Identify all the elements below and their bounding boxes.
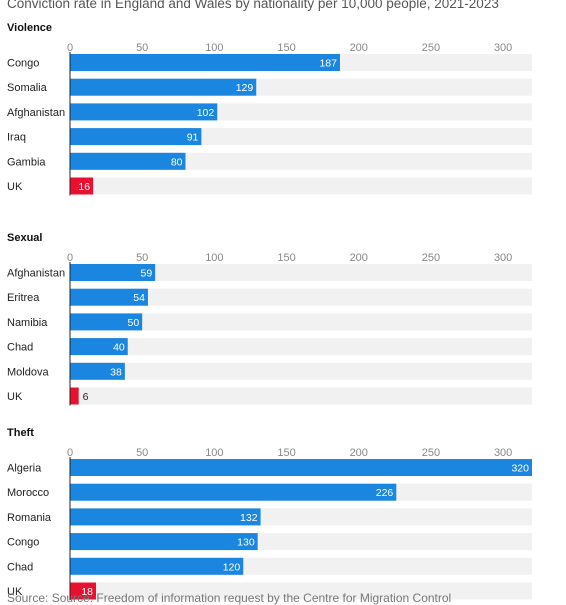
category-label: Somalia: [7, 82, 48, 94]
x-tick-label: 100: [205, 42, 223, 54]
x-tick-label: 250: [422, 42, 440, 54]
category-label: Gambia: [7, 156, 46, 168]
category-label: Chad: [7, 342, 33, 354]
x-tick-label: 150: [277, 252, 295, 264]
x-tick-label: 0: [67, 42, 73, 54]
category-label: Congo: [7, 537, 39, 549]
bar: [70, 54, 340, 71]
category-label: Eritrea: [7, 292, 40, 304]
data-label: 129: [236, 82, 254, 94]
bar-track: [70, 362, 532, 380]
panel-title-0: Violence: [7, 22, 52, 34]
category-label: Morocco: [7, 487, 49, 499]
x-tick-label: 150: [277, 42, 295, 54]
category-label: UK: [7, 586, 23, 598]
bar-track: [70, 582, 532, 600]
bar: [70, 459, 532, 476]
category-label: Afghanistan: [7, 107, 65, 119]
bar-track: [70, 264, 532, 281]
data-label: 91: [187, 132, 199, 144]
category-label: Romania: [7, 512, 52, 524]
data-label: 80: [171, 156, 183, 168]
x-tick-label: 0: [67, 447, 73, 459]
data-label: 226: [376, 487, 394, 499]
x-tick-label: 50: [136, 42, 148, 54]
bar: [70, 264, 156, 281]
data-label: 38: [110, 366, 122, 378]
category-label: Afghanistan: [7, 268, 65, 280]
category-label: UK: [7, 391, 23, 403]
data-label: 40: [113, 342, 125, 354]
bar: [70, 508, 261, 526]
data-label: 16: [78, 181, 90, 193]
x-tick-label: 150: [277, 447, 295, 459]
x-tick-label: 0: [67, 252, 73, 264]
bar-track: [70, 313, 532, 331]
bar: [70, 103, 218, 121]
category-label: Chad: [7, 561, 33, 573]
bar: [70, 78, 257, 96]
x-tick-label: 300: [494, 42, 512, 54]
bar-track: [70, 387, 532, 405]
x-tick-label: 250: [422, 252, 440, 264]
source-note: Source: Source: Freedom of information r…: [7, 591, 452, 605]
data-label: 59: [140, 268, 152, 280]
category-label: Moldova: [7, 366, 49, 378]
data-label: 6: [83, 391, 89, 403]
data-label: 320: [511, 463, 529, 475]
bar: [70, 288, 148, 306]
bar: [70, 483, 397, 501]
chart-subtitle: Conviction rate in England and Wales by …: [7, 0, 499, 11]
x-tick-label: 300: [494, 447, 512, 459]
bar: [70, 152, 186, 170]
x-tick-label: 50: [136, 252, 148, 264]
bar-track: [70, 177, 532, 195]
data-label: 132: [240, 512, 258, 524]
category-label: UK: [7, 181, 23, 193]
x-tick-label: 250: [422, 447, 440, 459]
panel-title-1: Sexual: [7, 232, 42, 244]
bar: [70, 557, 244, 575]
panel-title-2: Theft: [7, 427, 34, 439]
bar: [70, 533, 258, 551]
category-label: Algeria: [7, 463, 42, 475]
highlight-bar: [70, 582, 96, 600]
data-label: 102: [197, 107, 215, 119]
x-tick-label: 200: [350, 447, 368, 459]
x-tick-label: 100: [205, 447, 223, 459]
data-label: 130: [237, 537, 255, 549]
x-tick-label: 100: [205, 252, 223, 264]
data-label: 18: [81, 586, 93, 598]
bar: [70, 338, 128, 356]
bar-track: [70, 288, 532, 306]
category-label: Congo: [7, 58, 39, 70]
bar: [70, 128, 202, 146]
highlight-bar: [70, 387, 79, 405]
category-label: Iraq: [7, 132, 26, 144]
bar: [70, 362, 125, 380]
category-label: Namibia: [7, 317, 48, 329]
data-label: 187: [319, 58, 337, 70]
x-tick-label: 50: [136, 447, 148, 459]
data-label: 120: [223, 561, 241, 573]
bar-track: [70, 338, 532, 356]
x-tick-label: 300: [494, 252, 512, 264]
x-tick-label: 200: [350, 42, 368, 54]
x-tick-label: 200: [350, 252, 368, 264]
data-label: 50: [128, 317, 140, 329]
highlight-bar: [70, 177, 94, 195]
bar: [70, 313, 143, 331]
data-label: 54: [133, 292, 145, 304]
